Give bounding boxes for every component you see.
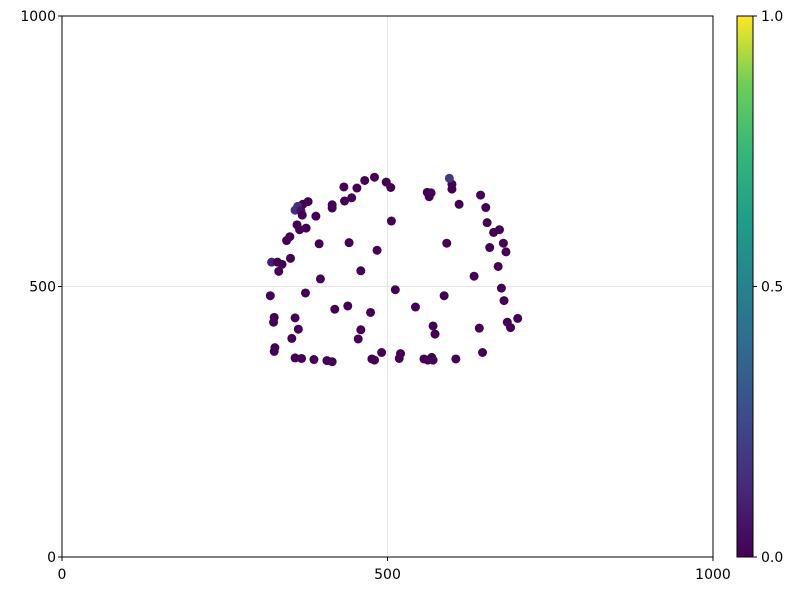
- data-point: [315, 274, 325, 284]
- data-point: [352, 183, 362, 193]
- data-point: [493, 261, 503, 271]
- data-point: [501, 247, 511, 257]
- y-tick-label: 0: [47, 550, 56, 566]
- colorbar-axis: 0.0 0.5 1.0: [753, 9, 783, 566]
- data-point: [372, 245, 382, 255]
- colorbar-tick-label: 0.5: [761, 280, 783, 296]
- data-point: [410, 302, 420, 312]
- data-point: [290, 313, 300, 323]
- data-point: [265, 291, 275, 301]
- x-tick-label: 500: [374, 567, 401, 583]
- data-point: [444, 173, 454, 183]
- data-point: [390, 285, 400, 295]
- data-point: [287, 333, 297, 343]
- data-point: [439, 291, 449, 301]
- data-point: [286, 253, 296, 263]
- data-point: [297, 210, 307, 220]
- data-point: [290, 353, 300, 363]
- data-point: [366, 307, 376, 317]
- data-point: [274, 266, 284, 276]
- colorbar-tick-label: 0.0: [761, 550, 783, 566]
- data-point: [347, 193, 357, 203]
- data-point: [394, 353, 404, 363]
- data-point: [300, 288, 310, 298]
- data-point: [314, 239, 324, 249]
- data-point: [311, 211, 321, 221]
- data-point: [428, 321, 438, 331]
- data-point: [482, 218, 492, 228]
- y-axis: 0 500 1000: [20, 9, 62, 566]
- y-tick-label: 500: [29, 280, 56, 296]
- colorbar: [736, 15, 754, 558]
- data-point: [424, 192, 434, 202]
- grid: [61, 15, 714, 558]
- data-point: [481, 203, 491, 213]
- data-point: [496, 283, 506, 293]
- data-point: [476, 190, 486, 200]
- data-point: [356, 266, 366, 276]
- data-point: [360, 175, 370, 185]
- data-point: [343, 301, 353, 311]
- data-point: [442, 238, 452, 248]
- data-point: [369, 172, 379, 182]
- colorbar-tick-label: 1.0: [761, 9, 783, 25]
- data-point: [295, 225, 305, 235]
- data-point: [474, 323, 484, 333]
- data-point: [344, 238, 354, 248]
- data-point: [282, 236, 292, 246]
- data-point: [269, 317, 279, 327]
- data-point: [269, 346, 279, 356]
- data-point: [386, 182, 396, 192]
- data-point: [498, 238, 508, 248]
- data-point: [277, 259, 287, 269]
- data-point: [454, 199, 464, 209]
- y-tick-label: 1000: [20, 9, 56, 25]
- x-axis: 0 500 1000: [58, 557, 731, 583]
- data-point: [330, 304, 340, 314]
- data-point: [327, 203, 337, 213]
- x-tick-label: 0: [58, 567, 67, 583]
- data-point: [428, 355, 438, 365]
- data-point: [386, 216, 396, 226]
- data-point: [293, 324, 303, 334]
- data-point: [451, 354, 461, 364]
- data-point: [499, 296, 509, 306]
- data-point: [494, 225, 504, 235]
- data-point: [430, 329, 440, 339]
- data-point: [327, 357, 337, 367]
- data-point: [478, 348, 488, 358]
- data-point: [356, 325, 366, 335]
- data-point: [513, 313, 523, 323]
- data-point: [353, 334, 363, 344]
- data-point: [309, 355, 319, 365]
- data-point: [340, 196, 350, 206]
- data-point: [297, 353, 307, 363]
- data-point: [469, 271, 479, 281]
- data-point: [485, 243, 495, 253]
- data-point: [339, 182, 349, 192]
- data-point: [369, 355, 379, 365]
- data-points: [265, 172, 523, 367]
- data-point: [506, 323, 516, 333]
- data-point: [377, 348, 387, 358]
- x-tick-label: 1000: [695, 567, 731, 583]
